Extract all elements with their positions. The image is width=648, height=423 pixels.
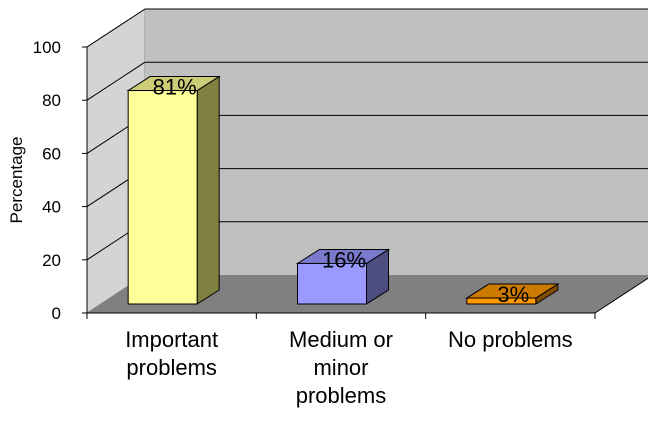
category-label: Important problems [125,327,218,380]
bar [295,248,391,305]
gridline-side [86,61,146,101]
data-label: 3% [497,282,529,307]
data-label: 16% [322,247,366,272]
data-labels: 81% 16% 3% [153,75,530,307]
y-tick-label: 80 [42,91,61,110]
category-labels: Important problems Medium or minor problems N… [125,327,572,408]
y-axis-title: Percentage [7,137,26,224]
y-tick-label: 40 [42,198,61,217]
category-label-line: Important [125,327,218,352]
category-label-line: minor [313,355,368,380]
category-label: Medium or minor problems [289,327,393,408]
bar-side [196,75,220,305]
gridline-side [86,8,146,48]
y-tick-label: 20 [42,251,61,270]
x-axis [86,277,648,319]
gridlines [86,8,648,261]
bar-front [466,297,537,305]
y-tick-label: 100 [33,38,61,57]
floor-edge [594,277,648,314]
y-axis: 0 20 40 60 80 100 [33,38,88,323]
category-label-line: No problems [448,327,573,352]
category-label-line: problems [126,355,216,380]
bar-front [127,90,198,305]
y-tick-label: 60 [42,144,61,163]
bar [465,283,560,305]
y-tick-label: 0 [52,304,61,323]
category-label-line: Medium or [289,327,393,352]
data-label: 81% [153,75,197,100]
bar-front [297,262,367,305]
category-label: No problems [448,327,573,352]
bars [126,75,560,305]
category-label-line: problems [296,383,386,408]
bar [126,75,221,305]
back-wall [145,9,648,275]
